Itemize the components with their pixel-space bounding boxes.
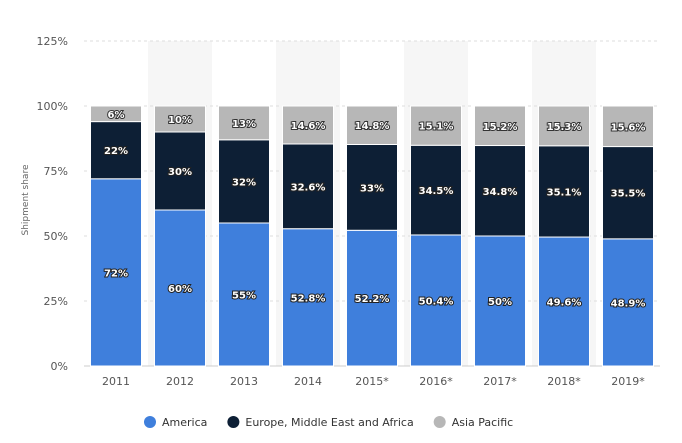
data-label: 14.8% xyxy=(355,121,390,132)
y-tick-label: 75% xyxy=(44,165,68,178)
legend-marker xyxy=(433,416,446,428)
data-labels: 72% 22% 6% 60% 30% 10% 55% 32% 13% 52.8% 32.6% 14.6… xyxy=(103,109,646,311)
bar-segment xyxy=(538,105,590,147)
bar-segment xyxy=(602,146,654,240)
bar-segment xyxy=(410,144,462,236)
legend-label: Europe, Middle East and Africa xyxy=(245,416,413,429)
data-label: 14.6% xyxy=(291,121,326,132)
x-tick-label: 2015* xyxy=(355,375,389,388)
y-tick-label: 100% xyxy=(37,100,68,113)
x-tick-label: 2011 xyxy=(102,375,130,388)
data-label: 15.2% xyxy=(483,122,518,133)
data-label: 15.6% xyxy=(611,122,646,133)
bar-segment xyxy=(538,145,590,238)
legend-label: America xyxy=(162,416,207,429)
data-label: 32.6% xyxy=(291,182,326,193)
x-tick-label: 2016* xyxy=(419,375,453,388)
data-label: 49.6% xyxy=(547,298,582,309)
y-tick-label: 25% xyxy=(44,295,68,308)
x-tick-label: 2018* xyxy=(547,375,581,388)
bar-segment xyxy=(218,139,270,224)
data-label: 10% xyxy=(168,115,192,126)
data-label: 15.1% xyxy=(419,122,454,133)
y-tick-label: 50% xyxy=(44,230,68,243)
bar-segment xyxy=(154,105,206,133)
data-label: 34.5% xyxy=(419,186,454,197)
y-axis-ticks: 0% 25% 50% 75% 100% 125% xyxy=(37,35,68,373)
data-label: 30% xyxy=(168,167,192,178)
data-label: 34.8% xyxy=(483,187,518,198)
bar-segment xyxy=(602,238,654,367)
data-label: 48.9% xyxy=(611,298,646,309)
x-axis-ticks: 2011 2012 2013 2014 2015* 2016* 2017* 2018* 2019… xyxy=(102,375,645,388)
x-tick-label: 2012 xyxy=(166,375,194,388)
bar-segment xyxy=(90,105,142,123)
bar-segment xyxy=(538,236,590,367)
bar-segment xyxy=(410,234,462,367)
x-tick-label: 2013 xyxy=(230,375,258,388)
bar-segment xyxy=(602,105,654,148)
data-label: 6% xyxy=(108,110,125,121)
data-label: 50.4% xyxy=(419,296,454,307)
y-tick-label: 125% xyxy=(37,35,68,48)
legend-marker xyxy=(144,416,156,428)
data-label: 52.2% xyxy=(355,294,390,305)
data-label: 35.1% xyxy=(547,187,582,198)
data-label: 55% xyxy=(232,291,256,302)
data-label: 50% xyxy=(488,297,512,308)
x-tick-label: 2017* xyxy=(483,375,517,388)
legend-marker xyxy=(227,416,240,428)
bar-segment xyxy=(282,228,334,367)
bars xyxy=(90,105,654,367)
data-label: 13% xyxy=(232,119,256,130)
legend: America Europe, Middle East and Africa Asi… xyxy=(144,416,513,429)
bar-segment xyxy=(474,105,526,147)
x-tick-label: 2019* xyxy=(611,375,645,388)
bar-segment xyxy=(474,235,526,367)
data-label: 72% xyxy=(104,268,128,279)
legend-label: Asia Pacific xyxy=(452,416,514,429)
data-label: 35.5% xyxy=(611,189,646,200)
bar-segment xyxy=(346,105,398,145)
y-axis-label: Shipment share xyxy=(21,164,31,235)
data-label: 52.8% xyxy=(291,293,326,304)
y-tick-label: 0% xyxy=(51,360,68,373)
data-label: 22% xyxy=(104,146,128,157)
data-label: 15.3% xyxy=(547,122,582,133)
bar-segment xyxy=(218,105,270,141)
bar-segment xyxy=(282,143,334,230)
bar-segment xyxy=(282,105,334,145)
bar-segment xyxy=(218,222,270,367)
bar-segment xyxy=(410,105,462,146)
x-tick-label: 2014 xyxy=(294,375,322,388)
data-label: 32% xyxy=(232,177,256,188)
data-label: 33% xyxy=(360,183,384,194)
data-label: 60% xyxy=(168,284,192,295)
